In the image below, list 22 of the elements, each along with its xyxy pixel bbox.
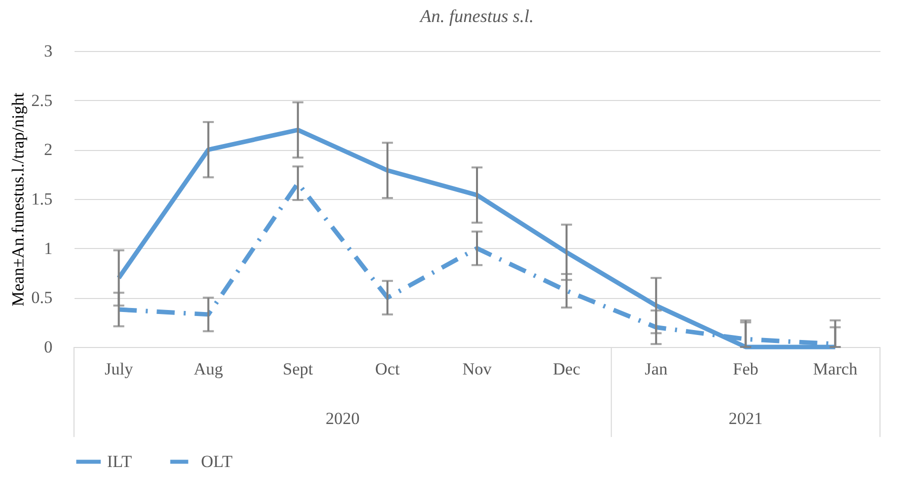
text: 2020 (326, 409, 360, 428)
y-tick-label: 0 (44, 338, 52, 356)
legend-label: ILT (107, 452, 132, 471)
y-tick-label: 1 (44, 238, 52, 258)
y-tick-label: 2.5 (31, 90, 52, 110)
y-tick-label: 2 (44, 140, 52, 160)
chart-title: An. funestus s.l. (419, 6, 534, 26)
x-tick-label: Dec (552, 360, 581, 378)
y-axis-title: Mean±An.funestus.l./trap/night (8, 92, 28, 306)
x-tick-label: March (813, 360, 858, 378)
x-tick-label: Nov (462, 360, 492, 378)
y-tick-label: 0.5 (31, 288, 52, 308)
text: 2021 (728, 409, 763, 428)
x-tick-label: Oct (375, 360, 400, 378)
x-tick-label: Sept (282, 360, 314, 378)
x-tick-label: Jan (644, 360, 668, 378)
legend-label: OLT (201, 452, 234, 471)
y-tick-label: 1.5 (31, 190, 52, 208)
x-tick-label: Aug (194, 360, 224, 378)
x-tick-label: Feb (732, 360, 758, 378)
x-tick-label: July (104, 360, 134, 378)
y-tick-label: 3 (44, 42, 52, 60)
